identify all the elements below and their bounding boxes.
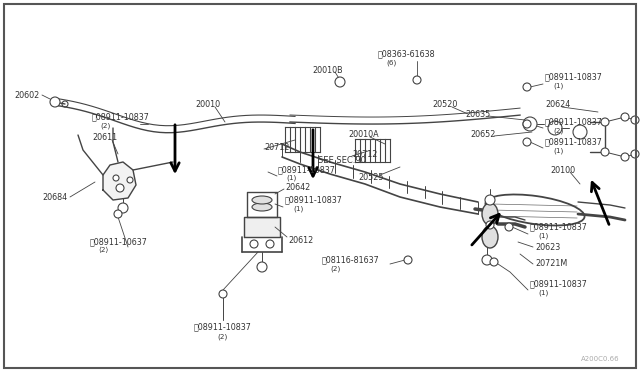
Text: ⓝ08911-10837: ⓝ08911-10837: [545, 73, 603, 81]
Text: (1): (1): [553, 82, 563, 89]
Text: (2): (2): [218, 334, 228, 340]
Circle shape: [482, 255, 492, 265]
Text: SEE SEC.90: SEE SEC.90: [318, 155, 366, 164]
Circle shape: [250, 240, 258, 248]
Text: 20684: 20684: [42, 192, 67, 202]
Circle shape: [490, 258, 498, 266]
Text: (1): (1): [293, 205, 303, 212]
Text: 20010: 20010: [195, 99, 220, 109]
Text: 20010A: 20010A: [348, 129, 379, 138]
Text: 20010B: 20010B: [312, 65, 342, 74]
Circle shape: [114, 210, 122, 218]
Text: 20602: 20602: [14, 90, 39, 99]
Text: ⓝ08911-10837: ⓝ08911-10837: [194, 323, 252, 331]
Circle shape: [548, 121, 562, 135]
Circle shape: [113, 175, 119, 181]
Text: (1): (1): [553, 147, 563, 154]
Polygon shape: [103, 162, 136, 200]
Text: Ⓑ08116-81637: Ⓑ08116-81637: [322, 256, 380, 264]
Text: 20652: 20652: [470, 129, 495, 138]
Text: 20100: 20100: [550, 166, 575, 174]
Text: ⓝ08911-10837: ⓝ08911-10837: [92, 112, 150, 122]
Circle shape: [631, 116, 639, 124]
Circle shape: [523, 117, 537, 131]
Text: 20721M: 20721M: [535, 260, 567, 269]
Circle shape: [523, 138, 531, 146]
Circle shape: [219, 290, 227, 298]
Circle shape: [257, 262, 267, 272]
Text: ⓝ08911-10837: ⓝ08911-10837: [530, 222, 588, 231]
Circle shape: [601, 148, 609, 156]
Ellipse shape: [482, 226, 498, 248]
Circle shape: [266, 240, 274, 248]
Circle shape: [631, 150, 639, 158]
Text: 20635: 20635: [465, 109, 490, 119]
Circle shape: [523, 83, 531, 91]
Text: 20525: 20525: [358, 173, 383, 182]
Text: 20642: 20642: [285, 183, 310, 192]
Circle shape: [573, 125, 587, 139]
Circle shape: [601, 118, 609, 126]
Text: (2): (2): [553, 127, 563, 134]
Text: Ⓑ08363-61638: Ⓑ08363-61638: [378, 49, 436, 58]
Circle shape: [62, 101, 68, 107]
Circle shape: [523, 120, 531, 128]
Circle shape: [413, 76, 421, 84]
Text: (1): (1): [538, 232, 548, 238]
Circle shape: [118, 203, 128, 213]
Ellipse shape: [252, 203, 272, 211]
Circle shape: [127, 177, 133, 183]
Circle shape: [404, 256, 412, 264]
Text: ⓝ08911-10837: ⓝ08911-10837: [285, 196, 343, 205]
Text: 20624: 20624: [545, 99, 570, 109]
Circle shape: [621, 153, 629, 161]
Ellipse shape: [252, 196, 272, 204]
Text: 20623: 20623: [535, 243, 560, 251]
Text: 20520: 20520: [432, 99, 458, 109]
Ellipse shape: [482, 203, 498, 225]
Circle shape: [485, 195, 495, 205]
Ellipse shape: [486, 195, 584, 225]
Text: 20712: 20712: [264, 142, 289, 151]
Polygon shape: [244, 217, 280, 237]
Circle shape: [621, 113, 629, 121]
Text: 20612: 20612: [288, 235, 313, 244]
Text: ⓝ08911-10837: ⓝ08911-10837: [530, 279, 588, 289]
Text: A200C0.66: A200C0.66: [581, 356, 620, 362]
Text: (6): (6): [386, 59, 396, 65]
Text: ⟨2⟩: ⟨2⟩: [98, 247, 108, 253]
Circle shape: [335, 77, 345, 87]
Text: ⓝ08911-10837: ⓝ08911-10837: [545, 118, 603, 126]
Circle shape: [116, 184, 124, 192]
Circle shape: [50, 97, 60, 107]
Text: ⓝ08911-10637: ⓝ08911-10637: [90, 237, 148, 247]
Circle shape: [505, 223, 513, 231]
Text: (2): (2): [100, 122, 110, 128]
Text: (1): (1): [286, 174, 296, 180]
Text: (1): (1): [538, 289, 548, 295]
Text: ⓝ08911-10837: ⓝ08911-10837: [278, 166, 336, 174]
Text: 20712: 20712: [352, 150, 378, 158]
Text: 20611: 20611: [92, 132, 117, 141]
Text: ⓝ08911-10837: ⓝ08911-10837: [545, 138, 603, 147]
Text: (2): (2): [330, 265, 340, 272]
Circle shape: [486, 221, 494, 229]
